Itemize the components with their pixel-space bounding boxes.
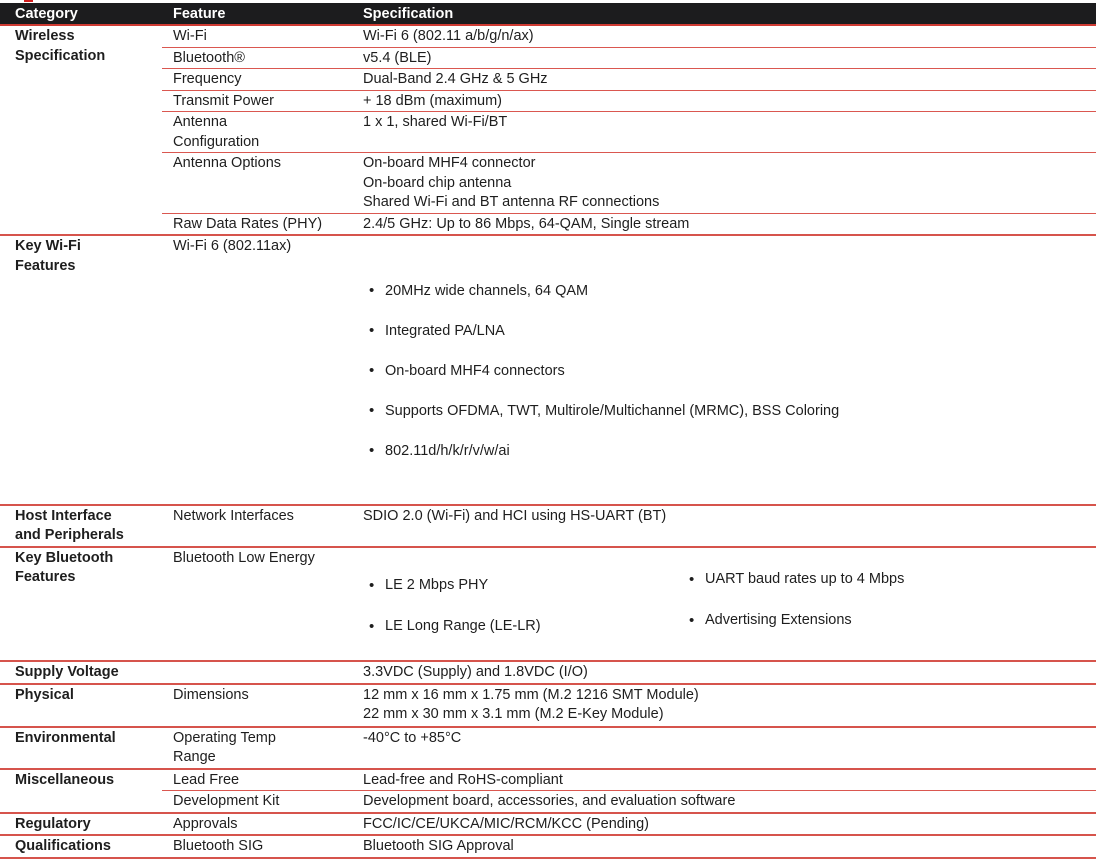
bullet-item: LE 2 Mbps PHY bbox=[363, 575, 683, 596]
spec-cell: 12 mm x 16 mm x 1.75 mm (M.2 1216 SMT Mo… bbox=[363, 686, 699, 723]
spec-cell: SDIO 2.0 (Wi-Fi) and HCI using HS-UART (… bbox=[363, 507, 667, 524]
spec-cell: 1 x 1, shared Wi-Fi/BT bbox=[363, 114, 508, 130]
wifi-feature-bullet-list: 20MHz wide channels, 64 QAM Integrated P… bbox=[363, 257, 1096, 485]
category-cell: Miscellaneous bbox=[15, 771, 115, 788]
table-row: Antenna Configuration 1 x 1, shared Wi-F… bbox=[162, 112, 1096, 153]
spec-cell: Wi-Fi 6 (802.11 a/b/g/n/ax) bbox=[363, 28, 534, 44]
feature-cell: Development Kit bbox=[173, 793, 280, 809]
table-row: Network Interfaces SDIO 2.0 (Wi-Fi) and … bbox=[162, 506, 1096, 530]
feature-cell: Approvals bbox=[173, 815, 238, 832]
category-cell: Environmental bbox=[15, 729, 116, 746]
section-physical: Physical Dimensions 12 mm x 16 mm x 1.75… bbox=[0, 685, 1096, 728]
feature-cell bbox=[162, 662, 363, 663]
table-row: Transmit Power + 18 dBm (maximum) bbox=[162, 91, 1096, 112]
section-rows: Network Interfaces SDIO 2.0 (Wi-Fi) and … bbox=[162, 506, 1096, 530]
bullet-item: 20MHz wide channels, 64 QAM bbox=[363, 281, 1096, 302]
section-rows: Bluetooth SIG Bluetooth SIG Approval bbox=[162, 836, 1096, 857]
bullet-item: Advertising Extensions bbox=[683, 610, 1096, 631]
category-cell: Supply Voltage bbox=[15, 664, 119, 680]
feature-cell: Wi-Fi bbox=[173, 28, 207, 44]
bullet-item: Integrated PA/LNA bbox=[363, 321, 1096, 342]
table-row: 3.3VDC (Supply) and 1.8VDC (I/O) bbox=[162, 662, 1096, 683]
section-miscellaneous: Miscellaneous Lead Free Lead-free and Ro… bbox=[0, 770, 1096, 814]
table-row: Bluetooth® v5.4 (BLE) bbox=[162, 48, 1096, 69]
column-header-feature: Feature bbox=[173, 5, 226, 22]
section-wireless-specification: Wireless Specification Wi-Fi Wi-Fi 6 (80… bbox=[0, 26, 1096, 236]
category-cell: Wireless Specification bbox=[15, 28, 106, 64]
section-rows: Wi-Fi 6 (802.11ax) 20MHz wide channels, … bbox=[162, 236, 1096, 504]
section-rows: Bluetooth Low Energy LE 2 Mbps PHY LE Lo… bbox=[162, 548, 1096, 661]
bullet-item: 802.11d/h/k/r/v/w/ai bbox=[363, 441, 1096, 462]
column-header-specification: Specification bbox=[363, 5, 454, 22]
feature-cell: Lead Free bbox=[173, 771, 240, 788]
table-row: Wi-Fi 6 (802.11ax) 20MHz wide channels, … bbox=[162, 236, 1096, 504]
bluetooth-bullet-list-left: LE 2 Mbps PHY LE Long Range (LE-LR) bbox=[363, 549, 683, 661]
spec-cell: 3.3VDC (Supply) and 1.8VDC (I/O) bbox=[363, 664, 588, 680]
feature-cell: Bluetooth Low Energy bbox=[173, 549, 315, 566]
spec-cell: LE 2 Mbps PHY LE Long Range (LE-LR) UART… bbox=[363, 548, 1096, 661]
spec-cell: Lead-free and RoHS-compliant bbox=[363, 771, 563, 788]
table-header-row: Category Feature Specification bbox=[0, 3, 1096, 26]
spec-cell: 20MHz wide channels, 64 QAM Integrated P… bbox=[363, 236, 1096, 504]
table-row: Bluetooth SIG Bluetooth SIG Approval bbox=[162, 836, 1096, 857]
spec-cell: Development board, accessories, and eval… bbox=[363, 793, 736, 809]
spec-cell: 2.4/5 GHz: Up to 86 Mbps, 64-QAM, Single… bbox=[363, 215, 690, 232]
bullet-item: UART baud rates up to 4 Mbps bbox=[683, 569, 1096, 590]
feature-cell: Network Interfaces bbox=[173, 507, 294, 524]
section-rows: Dimensions 12 mm x 16 mm x 1.75 mm (M.2 … bbox=[162, 685, 1096, 726]
section-qualifications: Qualifications Bluetooth SIG Bluetooth S… bbox=[0, 836, 1096, 859]
section-rows: 3.3VDC (Supply) and 1.8VDC (I/O) bbox=[162, 662, 1096, 683]
feature-cell: Transmit Power bbox=[173, 92, 274, 109]
bullet-item: On-board MHF4 connectors bbox=[363, 361, 1096, 382]
bullet-item: Supports OFDMA, TWT, Multirole/Multichan… bbox=[363, 401, 1096, 422]
section-regulatory: Regulatory Approvals FCC/IC/CE/UKCA/MIC/… bbox=[0, 814, 1096, 836]
spec-cell: + 18 dBm (maximum) bbox=[363, 92, 502, 109]
table-row: Raw Data Rates (PHY) 2.4/5 GHz: Up to 86… bbox=[162, 214, 1096, 235]
table-row: Frequency Dual-Band 2.4 GHz & 5 GHz bbox=[162, 69, 1096, 91]
bullet-item: LE Long Range (LE-LR) bbox=[363, 616, 683, 637]
spec-cell: On-board MHF4 connector On-board chip an… bbox=[363, 155, 660, 210]
spec-cell: -40°C to +85°C bbox=[363, 729, 462, 746]
feature-cell: Antenna Configuration bbox=[173, 114, 260, 150]
section-environmental: Environmental Operating Temp Range -40°C… bbox=[0, 728, 1096, 770]
category-cell: Host Interface and Peripherals bbox=[15, 507, 124, 544]
section-supply-voltage: Supply Voltage 3.3VDC (Supply) and 1.8VD… bbox=[0, 662, 1096, 685]
feature-cell: Antenna Options bbox=[173, 155, 282, 171]
table-row: Development Kit Development board, acces… bbox=[162, 791, 1096, 812]
table-row: Antenna Options On-board MHF4 connector … bbox=[162, 153, 1096, 214]
red-crop-artifact bbox=[24, 0, 33, 2]
category-cell: Key Wi-Fi Features bbox=[15, 238, 81, 274]
spec-cell: FCC/IC/CE/UKCA/MIC/RCM/KCC (Pending) bbox=[363, 815, 650, 832]
feature-cell: Wi-Fi 6 (802.11ax) bbox=[173, 238, 292, 254]
category-cell: Physical bbox=[15, 686, 74, 703]
table-row: Bluetooth Low Energy LE 2 Mbps PHY LE Lo… bbox=[162, 548, 1096, 661]
specification-table: Category Feature Specification Wireless … bbox=[0, 3, 1096, 859]
category-cell: Qualifications bbox=[15, 838, 111, 854]
spec-cell: Dual-Band 2.4 GHz & 5 GHz bbox=[363, 71, 548, 87]
section-rows: Lead Free Lead-free and RoHS-compliant D… bbox=[162, 770, 1096, 812]
section-host-interface: Host Interface and Peripherals Network I… bbox=[0, 506, 1096, 548]
section-rows: Approvals FCC/IC/CE/UKCA/MIC/RCM/KCC (Pe… bbox=[162, 814, 1096, 835]
feature-cell: Bluetooth® bbox=[173, 49, 245, 66]
section-rows: Wi-Fi Wi-Fi 6 (802.11 a/b/g/n/ax) Blueto… bbox=[162, 26, 1096, 234]
category-cell: Regulatory bbox=[15, 815, 91, 832]
spec-cell: Bluetooth SIG Approval bbox=[363, 838, 514, 854]
section-key-wifi-features: Key Wi-Fi Features Wi-Fi 6 (802.11ax) 20… bbox=[0, 236, 1096, 506]
feature-cell: Bluetooth SIG bbox=[173, 838, 264, 854]
category-cell: Key Bluetooth Features bbox=[15, 549, 114, 586]
table-row: Dimensions 12 mm x 16 mm x 1.75 mm (M.2 … bbox=[162, 685, 1096, 726]
feature-cell: Operating Temp Range bbox=[173, 729, 276, 766]
table-row: Operating Temp Range -40°C to +85°C bbox=[162, 728, 1096, 768]
table-row: Wi-Fi Wi-Fi 6 (802.11 a/b/g/n/ax) bbox=[162, 26, 1096, 48]
section-rows: Operating Temp Range -40°C to +85°C bbox=[162, 728, 1096, 768]
feature-cell: Frequency bbox=[173, 71, 242, 87]
spec-cell: v5.4 (BLE) bbox=[363, 49, 432, 66]
bluetooth-bullet-list-right: UART baud rates up to 4 Mbps Advertising… bbox=[683, 549, 1096, 661]
table-row: Approvals FCC/IC/CE/UKCA/MIC/RCM/KCC (Pe… bbox=[162, 814, 1096, 835]
column-header-category: Category bbox=[15, 5, 78, 22]
table-row: Lead Free Lead-free and RoHS-compliant bbox=[162, 770, 1096, 791]
feature-cell: Raw Data Rates (PHY) bbox=[173, 215, 323, 232]
section-key-bluetooth-features: Key Bluetooth Features Bluetooth Low Ene… bbox=[0, 548, 1096, 662]
feature-cell: Dimensions bbox=[173, 686, 249, 703]
